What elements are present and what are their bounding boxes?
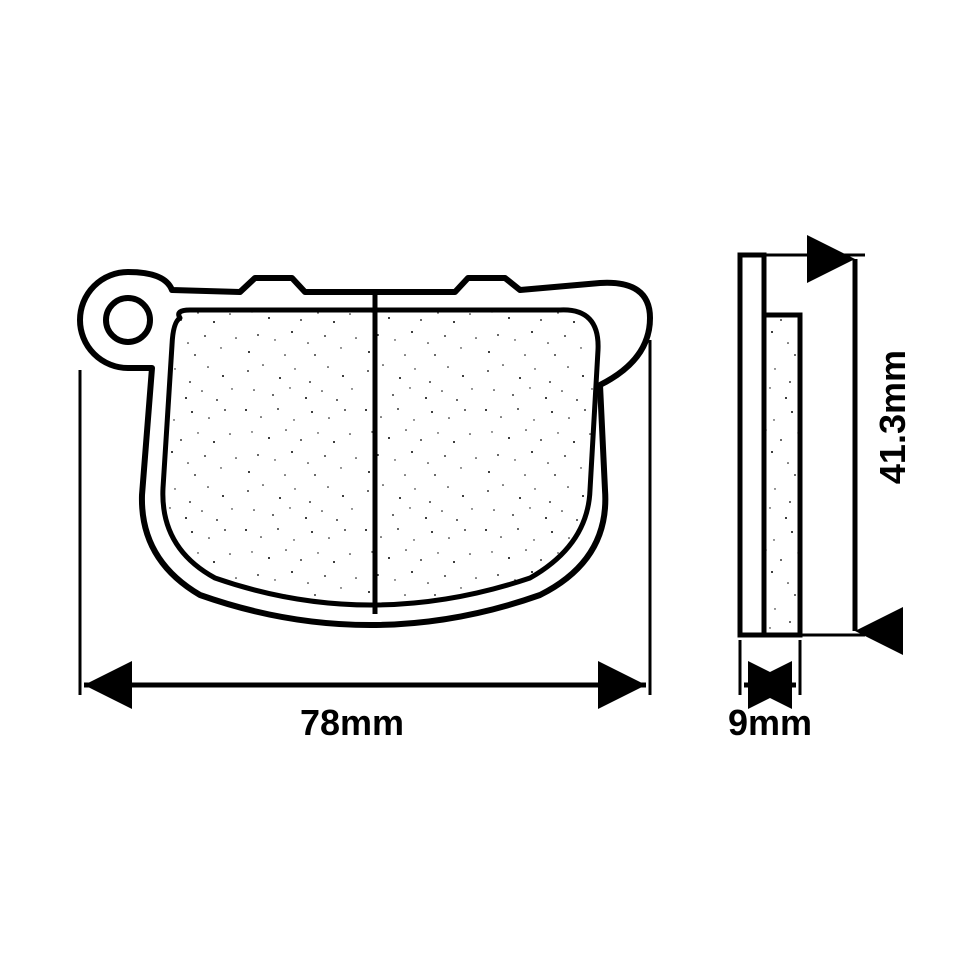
mounting-hole [106,298,150,342]
friction-material [163,310,598,605]
dim-thick-label: 9mm [728,702,812,744]
diagram-canvas: 78mm 9mm 41.3mm [0,0,960,960]
brake-pad-side-view [740,255,800,635]
dim-height-label: 41.3mm [872,350,914,484]
brake-pad-front-view [0,0,960,960]
dim-width-label: 78mm [300,702,404,744]
